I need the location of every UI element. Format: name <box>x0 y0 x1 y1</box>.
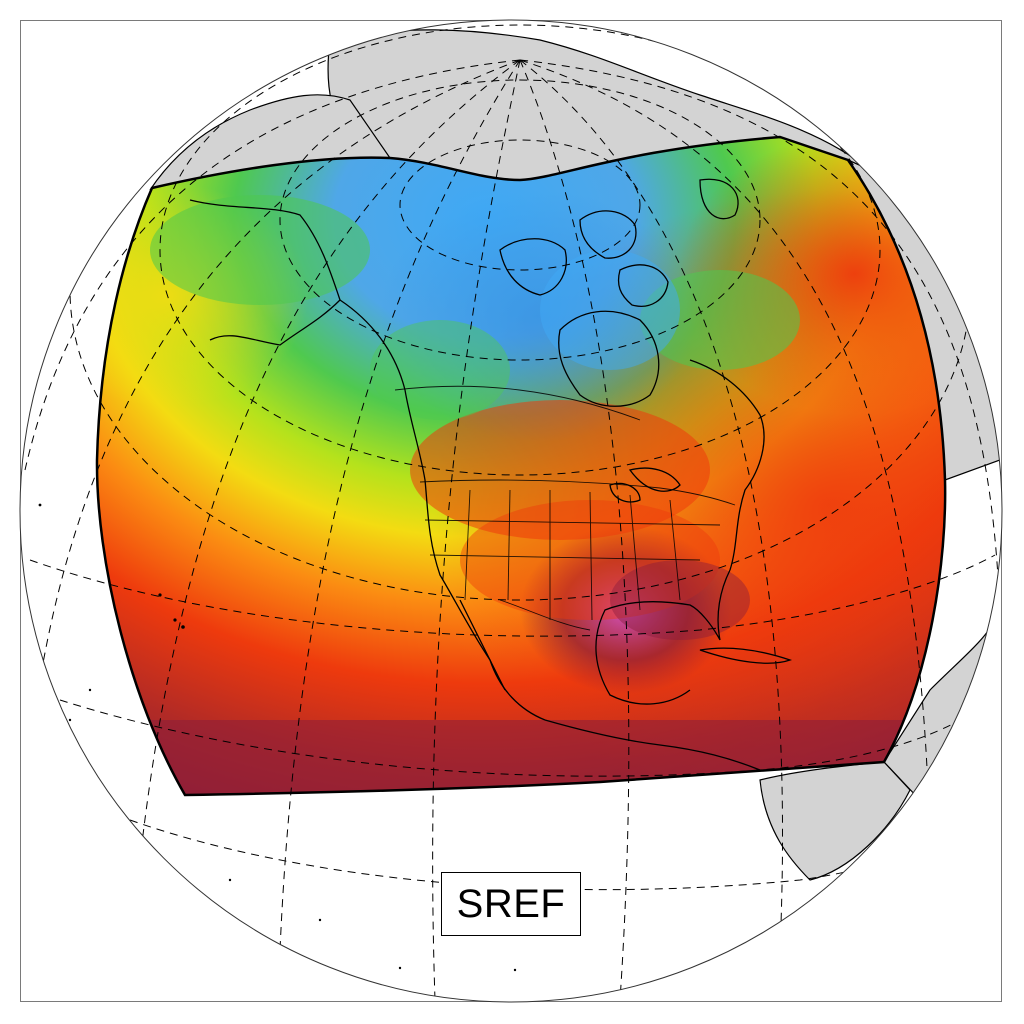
globe-outline <box>19 19 1003 1003</box>
domain-boundary <box>95 135 947 797</box>
temperature-field <box>96 137 946 795</box>
pacific-islands <box>38 503 517 972</box>
political-boundaries <box>394 385 736 631</box>
globe <box>20 20 1002 1002</box>
domain-label: SREF <box>441 872 581 936</box>
coastlines <box>189 178 793 771</box>
